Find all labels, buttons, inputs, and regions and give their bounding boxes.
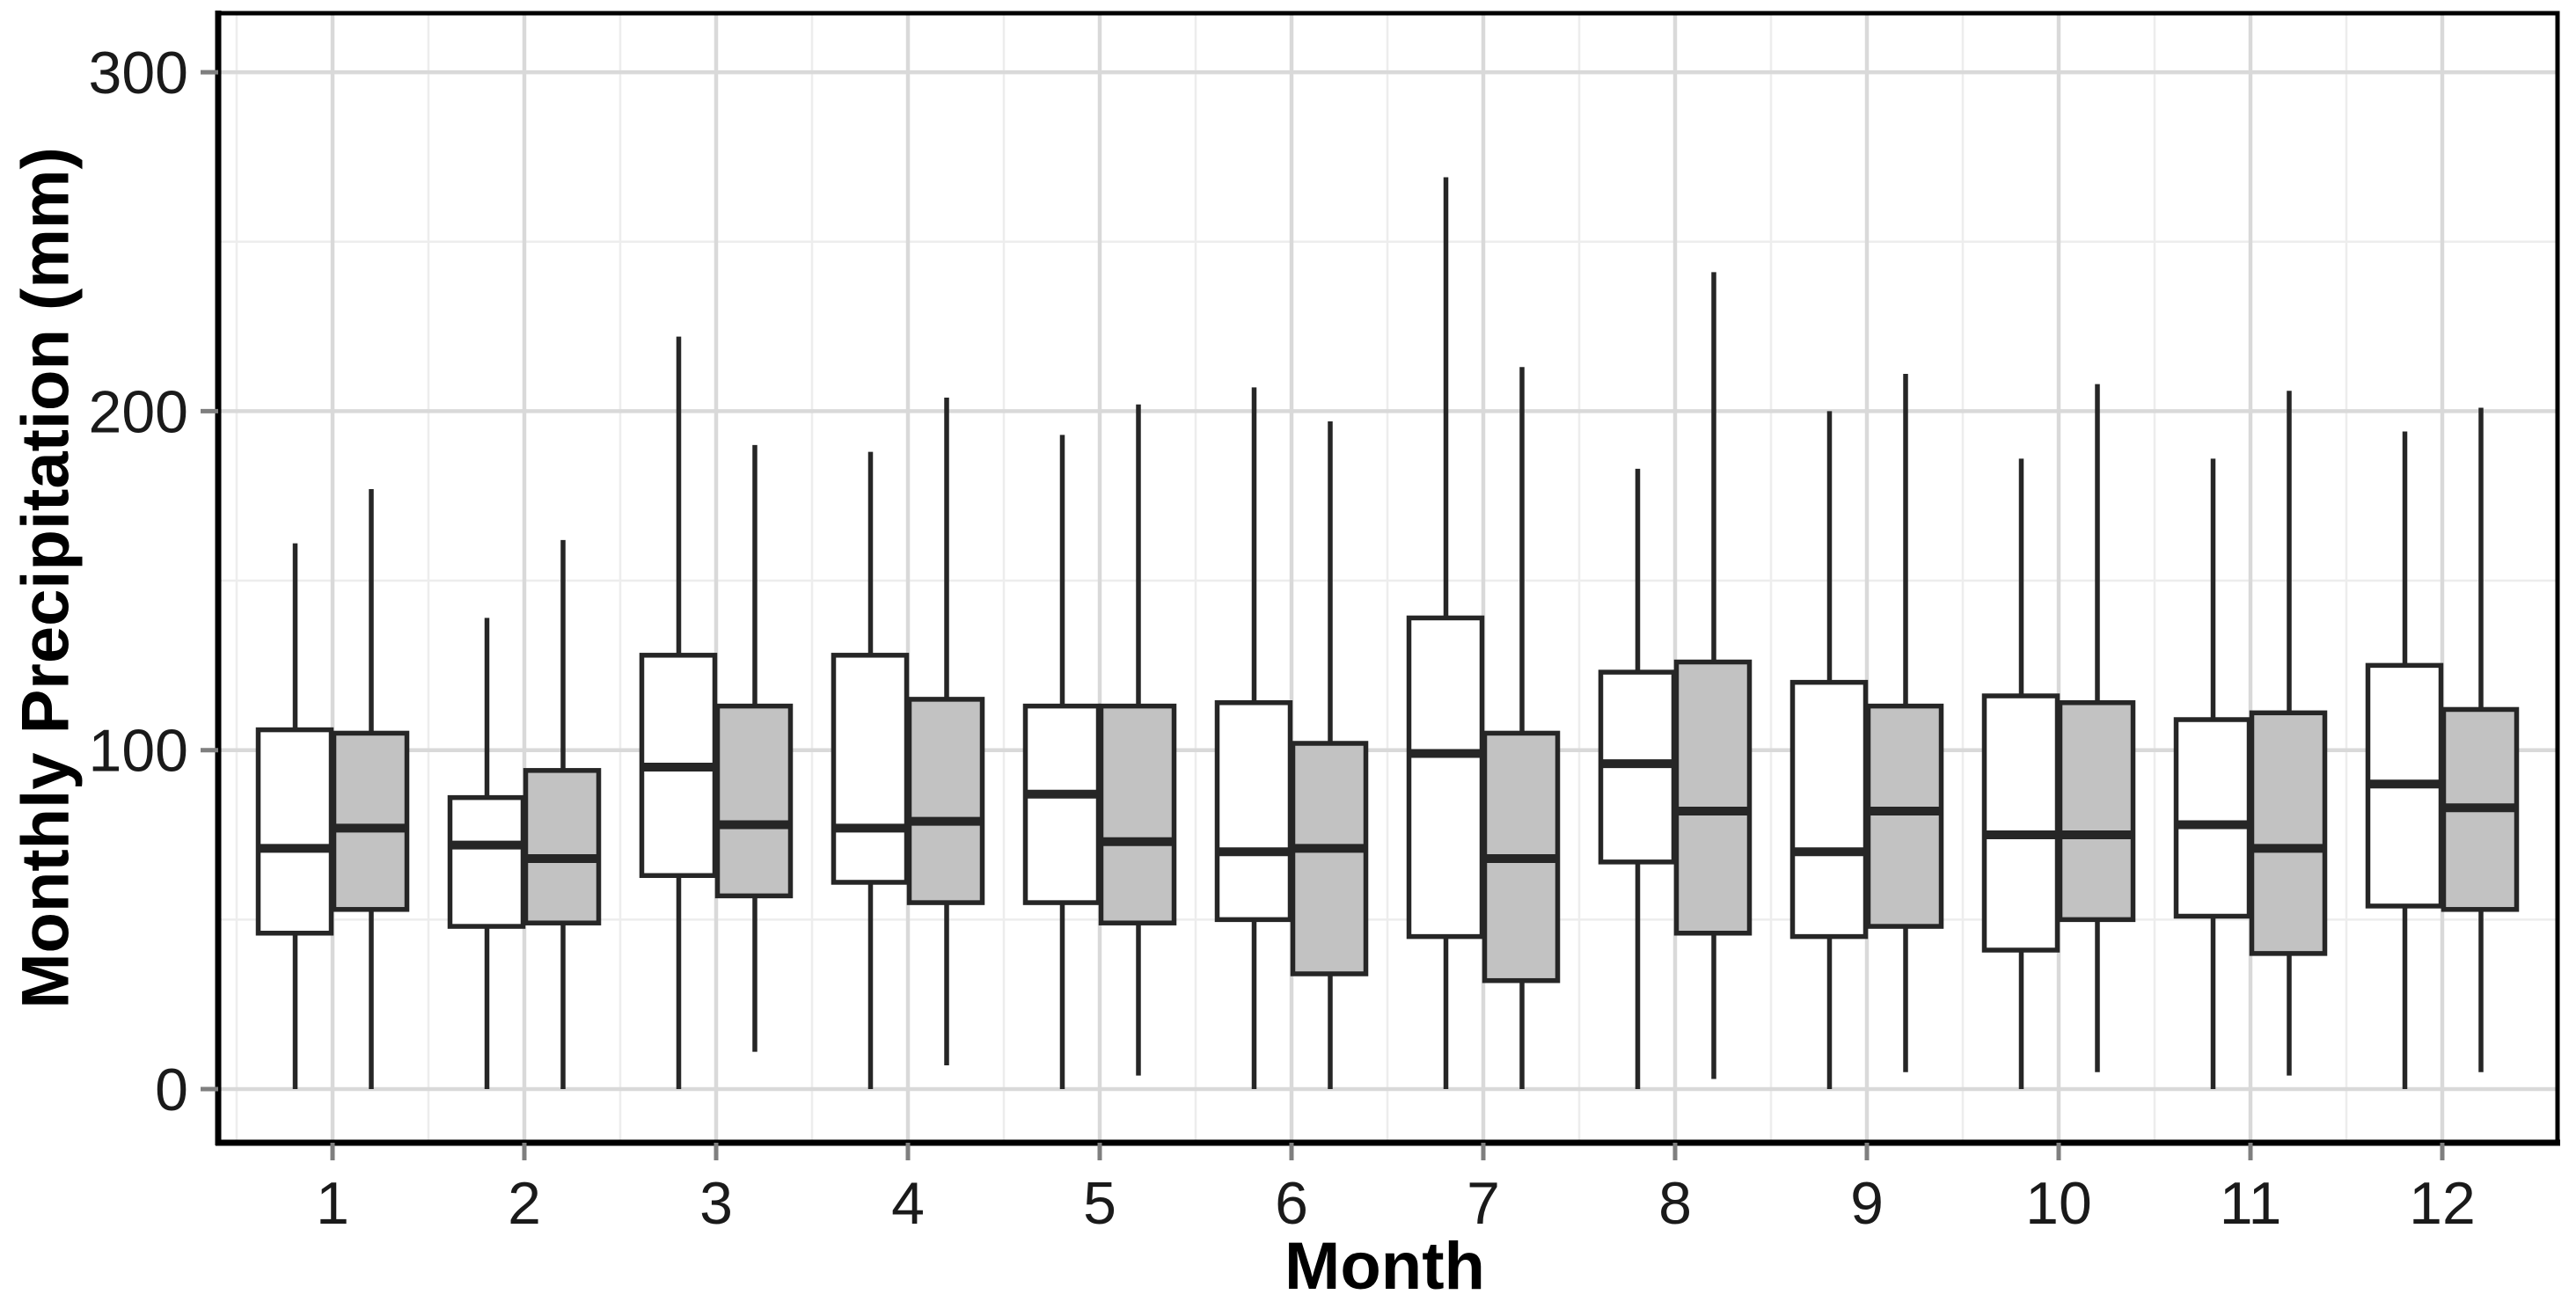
boxplot-month-9-gray: [1865, 374, 1944, 1072]
x-tick-label-2: 2: [508, 1170, 541, 1237]
boxplot-month-11-white: [2173, 458, 2252, 1089]
boxplot-month-5-white: [1022, 435, 1101, 1089]
boxplot-month-6-gray: [1290, 420, 1369, 1089]
x-tick-label-8: 8: [1658, 1170, 1692, 1237]
boxplot-month-3-white: [639, 336, 718, 1089]
y-tick-label-100: 100: [89, 718, 188, 785]
boxplot-month-4-gray: [906, 397, 985, 1066]
boxplot-month-4-white: [831, 451, 910, 1089]
boxplot-month-12-gray: [2441, 407, 2520, 1072]
boxplot-month-2-white: [447, 618, 526, 1089]
boxplot-month-8-gray: [1673, 272, 1753, 1079]
y-axis-title: Monthly Precipitation (mm): [8, 147, 84, 1009]
x-tick-label-12: 12: [2409, 1170, 2476, 1237]
box-month-3-gray: [714, 703, 794, 899]
box-month-2-gray: [523, 768, 602, 925]
x-tick-label-1: 1: [316, 1170, 349, 1237]
y-tick-label-0: 0: [155, 1057, 188, 1123]
x-tick-label-10: 10: [2025, 1170, 2092, 1237]
x-tick-label-6: 6: [1275, 1170, 1308, 1237]
box-month-11-gray: [2249, 710, 2328, 956]
box-month-1-gray: [331, 730, 410, 912]
boxplot-month-7-white: [1406, 177, 1485, 1089]
box-month-5-gray: [1098, 703, 1177, 925]
box-month-6-gray: [1290, 741, 1369, 976]
box-month-9-gray: [1865, 703, 1944, 929]
y-tick-label-300: 300: [89, 40, 188, 106]
x-tick-label-9: 9: [1850, 1170, 1884, 1237]
boxplot-month-9-white: [1789, 411, 1869, 1089]
boxplot-month-6-white: [1214, 387, 1293, 1089]
box-month-10-gray: [2057, 700, 2136, 923]
box-month-9-white: [1789, 679, 1869, 940]
x-axis-title-text: Month: [1284, 1229, 1485, 1304]
box-month-5-white: [1022, 703, 1101, 905]
x-tick-label-4: 4: [891, 1170, 925, 1237]
boxplot-month-7-gray: [1482, 367, 1561, 1089]
box-month-7-white: [1406, 615, 1485, 940]
x-tick-label-7: 7: [1467, 1170, 1500, 1237]
box-month-2-white: [447, 794, 526, 929]
x-tick-label-3: 3: [699, 1170, 733, 1237]
boxplot-month-10-gray: [2057, 384, 2136, 1072]
box-month-4-gray: [906, 697, 985, 905]
boxplot-month-10-white: [1981, 458, 2060, 1089]
box-month-1-white: [255, 727, 334, 936]
box-month-11-white: [2173, 717, 2252, 919]
box-month-10-white: [1981, 693, 2060, 953]
box-month-4-white: [831, 653, 910, 885]
boxplot-month-1-white: [255, 543, 334, 1089]
boxplot-month-1-gray: [331, 489, 410, 1089]
boxplot-month-8-white: [1598, 468, 1677, 1089]
boxplot-month-11-gray: [2249, 391, 2328, 1076]
y-tick-label-200: 200: [89, 378, 188, 445]
x-tick-label-5: 5: [1083, 1170, 1116, 1237]
box-month-8-gray: [1673, 659, 1753, 936]
boxplot-month-2-gray: [523, 539, 602, 1089]
x-axis-title: Month: [0, 1228, 2576, 1305]
boxplot-month-5-gray: [1098, 404, 1177, 1076]
box-month-6-white: [1214, 700, 1293, 923]
boxplot-month-12-white: [2365, 431, 2444, 1089]
boxplot-month-3-gray: [714, 444, 794, 1052]
x-tick-label-11: 11: [2220, 1170, 2282, 1237]
